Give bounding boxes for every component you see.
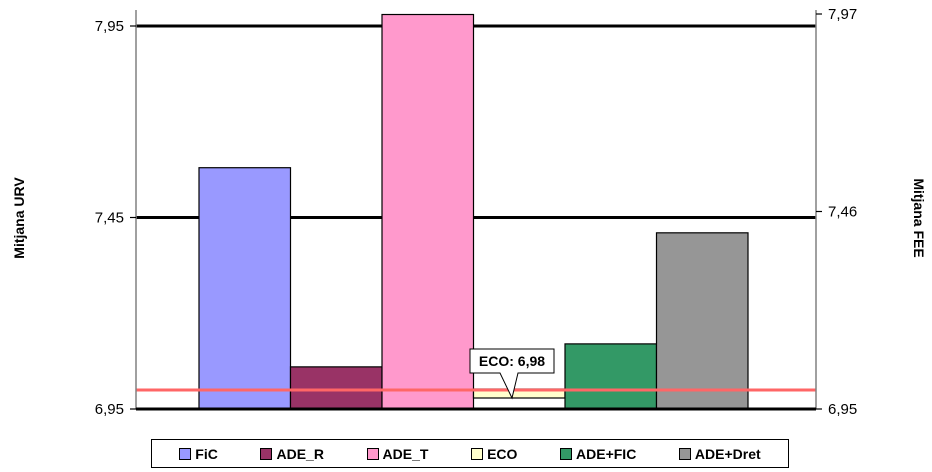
legend-label: ADE_R xyxy=(276,445,324,462)
right-tick-labels: 6,95 7,46 7,97 xyxy=(816,6,857,418)
left-tick-labels: 6,95 7,45 7,95 xyxy=(95,18,136,418)
legend-swatch xyxy=(366,447,379,460)
bar-ade-t xyxy=(381,13,475,410)
legend-swatch xyxy=(260,447,273,460)
legend-swatch xyxy=(560,447,573,460)
y2-tick-label: 7,46 xyxy=(828,204,857,221)
legend-swatch xyxy=(179,447,192,460)
legend: FiC ADE_R ADE_T ECO ADE+FIC ADE+Dret xyxy=(151,439,789,468)
legend-item: ECO xyxy=(471,446,517,462)
bar-fic xyxy=(198,167,292,410)
bars xyxy=(198,13,749,410)
legend-item: ADE_T xyxy=(366,445,429,462)
legend-item: ADE+FIC xyxy=(560,446,636,462)
y-tick-label: 7,95 xyxy=(95,18,124,35)
legend-label: ADE+Dret xyxy=(694,445,761,462)
y-tick-label: 6,95 xyxy=(95,401,124,418)
y-axis-title: Mitjana URV xyxy=(11,177,27,259)
callout-label: ECO: 6,98 xyxy=(479,353,545,369)
y2-tick-label: 7,97 xyxy=(828,6,857,23)
y-tick-label: 7,45 xyxy=(95,210,124,227)
legend-label: ADE_T xyxy=(382,445,429,462)
y2-axis-title: Mitjana FEE xyxy=(911,178,927,257)
y2-tick-label: 6,95 xyxy=(828,401,857,418)
axes xyxy=(135,10,817,411)
legend-item: ADE+Dret xyxy=(678,445,761,462)
bar-ade-dret xyxy=(655,232,749,410)
bar-ade-fic xyxy=(564,343,658,410)
legend-item: FiC xyxy=(179,446,218,462)
bar-ade-r xyxy=(289,366,383,410)
legend-label: FiC xyxy=(195,445,218,462)
legend-swatch xyxy=(471,447,484,460)
legend-item: ADE_R xyxy=(260,445,324,462)
callout-box xyxy=(469,348,555,400)
annotation-callout: ECO: 6,98 xyxy=(469,348,555,400)
legend-label: ECO xyxy=(487,445,518,462)
legend-swatch xyxy=(678,447,691,460)
legend-label: ADE+FIC xyxy=(576,445,637,462)
